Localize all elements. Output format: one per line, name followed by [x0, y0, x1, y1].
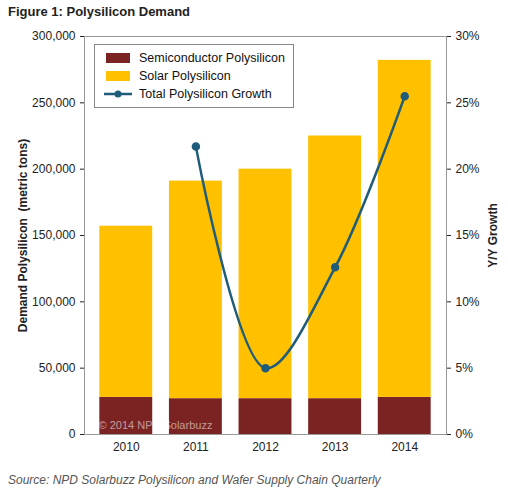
svg-text:200,000: 200,000 — [32, 162, 76, 176]
svg-text:2010: 2010 — [113, 440, 140, 454]
svg-text:0: 0 — [69, 427, 76, 441]
html-text:Figure 1: Polysilicon Demand: Figure 1: Polysilicon Demand — [8, 4, 190, 19]
svg-text:150,000: 150,000 — [32, 228, 76, 242]
svg-text:5%: 5% — [456, 361, 474, 375]
svg-text:© 2014 NPD Solarbuzz: © 2014 NPD Solarbuzz — [99, 419, 213, 431]
svg-text:Y/Y Growth: Y/Y Growth — [486, 203, 500, 267]
html-text:Solar Polysilicon: Solar Polysilicon — [139, 69, 231, 83]
svg-text:2012: 2012 — [252, 440, 279, 454]
html-text:Source: NPD Solarbuzz Polysili: Source: NPD Solarbuzz Polysilicon and Wa… — [8, 473, 381, 487]
svg-text:2014: 2014 — [391, 440, 418, 454]
svg-text:100,000: 100,000 — [32, 295, 76, 309]
svg-text:15%: 15% — [456, 228, 480, 242]
svg-text:0%: 0% — [456, 427, 474, 441]
svg-text:250,000: 250,000 — [32, 96, 76, 110]
svg-text:25%: 25% — [456, 96, 480, 110]
svg-text:20%: 20% — [456, 162, 480, 176]
svg-text:10%: 10% — [456, 295, 480, 309]
svg-text:50,000: 50,000 — [39, 361, 76, 375]
html-text:Semiconductor Polysilicon: Semiconductor Polysilicon — [139, 51, 285, 65]
svg-text:2013: 2013 — [322, 440, 349, 454]
svg-text:2011: 2011 — [183, 440, 209, 454]
svg-text:Demand Polysilicon (metric to: Demand Polysilicon (metric tons) — [16, 139, 30, 332]
svg-text:300,000: 300,000 — [32, 29, 76, 43]
svg-text:30%: 30% — [456, 29, 480, 43]
html-text:Total Polysilicon Growth: Total Polysilicon Growth — [139, 87, 272, 101]
